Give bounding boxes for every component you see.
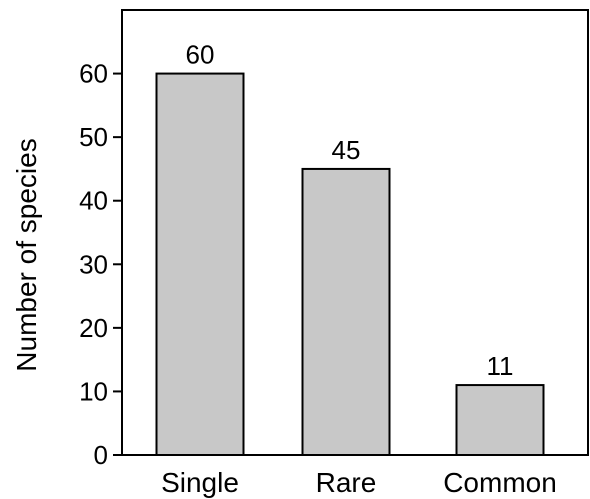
bar-rare (301, 167, 391, 457)
y-tick-label: 60 (79, 59, 108, 89)
y-tick-label: 50 (79, 122, 108, 152)
y-tick-label: 0 (94, 440, 108, 470)
data-label-common: 11 (487, 351, 514, 381)
y-axis-label: Number of species (11, 138, 42, 371)
y-axis-ticks: 0 10 20 30 40 50 60 (79, 59, 122, 470)
x-tick-label-single: Single (161, 467, 239, 498)
data-labels: 60 45 11 (186, 40, 514, 382)
data-label-rare: 45 (332, 135, 361, 165)
y-tick-label: 20 (79, 313, 108, 343)
y-tick-label: 30 (79, 249, 108, 279)
bar-single (155, 72, 245, 456)
y-tick-label: 40 (79, 186, 108, 216)
data-label-single: 60 (186, 40, 215, 70)
x-tick-label-rare: Rare (316, 467, 377, 498)
y-tick-label: 10 (79, 376, 108, 406)
x-tick-label-common: Common (443, 467, 557, 498)
category-labels: Single Rare Common (161, 467, 557, 498)
bar-common (455, 384, 545, 457)
bars (155, 72, 545, 457)
